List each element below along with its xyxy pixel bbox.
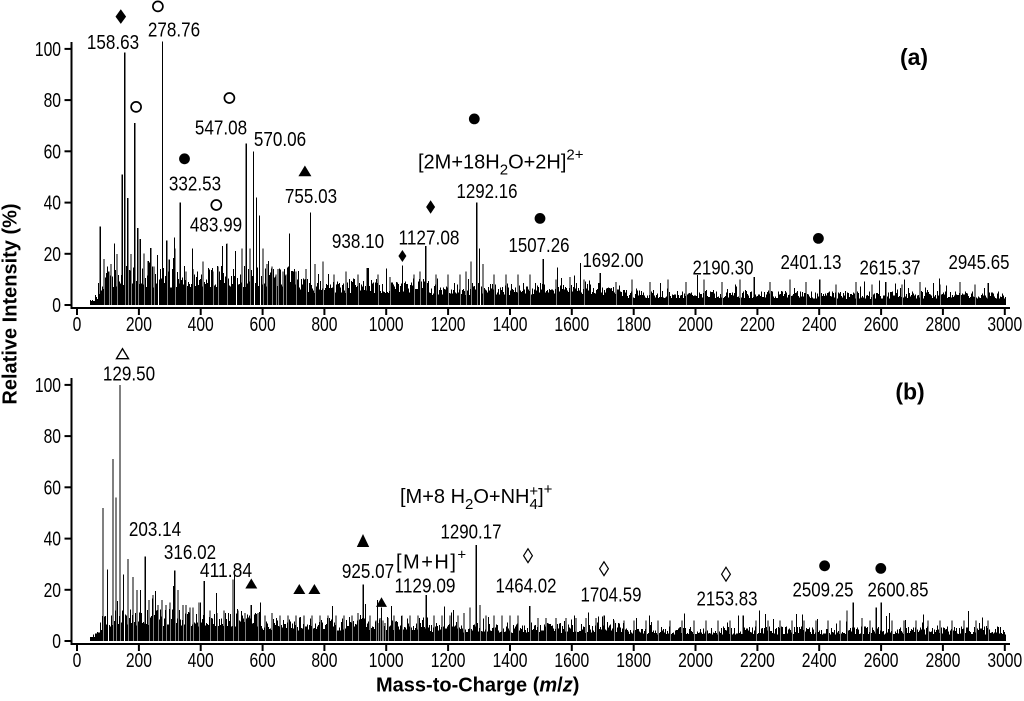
svg-text:2401.13: 2401.13 (781, 252, 842, 274)
svg-text:100: 100 (35, 375, 61, 397)
svg-text:100: 100 (35, 39, 61, 61)
svg-text:2000: 2000 (678, 314, 713, 336)
svg-text:278.76: 278.76 (148, 20, 200, 42)
svg-text:1200: 1200 (431, 650, 466, 672)
svg-text:203.14: 203.14 (129, 519, 181, 541)
svg-text:2800: 2800 (926, 314, 961, 336)
svg-text:570.06: 570.06 (254, 129, 306, 151)
svg-text:3000: 3000 (987, 314, 1022, 336)
svg-text:1464.02: 1464.02 (496, 576, 557, 598)
svg-text:1400: 1400 (493, 650, 528, 672)
svg-text:1127.08: 1127.08 (399, 228, 460, 250)
svg-text:3000: 3000 (987, 650, 1022, 672)
svg-text:800: 800 (311, 314, 337, 336)
svg-text:80: 80 (44, 426, 61, 448)
svg-text:2400: 2400 (802, 650, 837, 672)
svg-text:1600: 1600 (554, 314, 589, 336)
svg-text:1704.59: 1704.59 (581, 585, 642, 607)
svg-text:(a): (a) (900, 44, 928, 70)
svg-text:158.63: 158.63 (87, 32, 139, 54)
svg-text:1290.17: 1290.17 (441, 522, 502, 544)
svg-text:600: 600 (250, 650, 276, 672)
svg-text:1692.00: 1692.00 (583, 250, 644, 272)
svg-text:200: 200 (126, 650, 152, 672)
svg-text:0: 0 (73, 314, 82, 336)
svg-text:600: 600 (250, 314, 276, 336)
svg-text:400: 400 (188, 314, 214, 336)
svg-text:129.50: 129.50 (103, 364, 155, 386)
svg-text:925.07: 925.07 (342, 561, 394, 583)
svg-text:547.08: 547.08 (195, 118, 247, 140)
svg-text:1200: 1200 (431, 314, 466, 336)
svg-text:938.10: 938.10 (332, 231, 384, 253)
svg-text:2600.85: 2600.85 (868, 580, 929, 602)
svg-text:2800: 2800 (926, 650, 961, 672)
svg-text:1000: 1000 (369, 314, 404, 336)
svg-text:Mass-to-Charge (m/z): Mass-to-Charge (m/z) (376, 675, 579, 697)
svg-text:1129.09: 1129.09 (395, 576, 456, 598)
svg-text:332.53: 332.53 (169, 174, 221, 196)
svg-text:[M+8 H2O+NH4+]+: [M+8 H2O+NH4+]+ (400, 481, 553, 513)
svg-text:0: 0 (52, 631, 61, 653)
svg-text:1600: 1600 (554, 650, 589, 672)
svg-text:60: 60 (44, 141, 61, 163)
svg-text:2615.37: 2615.37 (860, 258, 921, 280)
svg-text:(b): (b) (895, 379, 924, 405)
svg-text:2509.25: 2509.25 (793, 580, 854, 602)
svg-text:1000: 1000 (369, 650, 404, 672)
svg-text:800: 800 (311, 650, 337, 672)
svg-text:1800: 1800 (616, 314, 651, 336)
svg-text:60: 60 (44, 477, 61, 499)
svg-text:0: 0 (52, 295, 61, 317)
svg-text:2945.65: 2945.65 (949, 252, 1010, 274)
svg-text:316.02: 316.02 (164, 542, 216, 564)
svg-text:40: 40 (44, 529, 61, 551)
svg-text:2200: 2200 (740, 650, 775, 672)
svg-text:2000: 2000 (678, 650, 713, 672)
svg-text:20: 20 (44, 244, 61, 266)
svg-text:2600: 2600 (864, 650, 899, 672)
svg-text:[M+H]+: [M+H]+ (396, 547, 468, 574)
svg-text:1400: 1400 (493, 314, 528, 336)
svg-text:755.03: 755.03 (285, 186, 337, 208)
svg-text:80: 80 (44, 90, 61, 112)
svg-text:400: 400 (188, 650, 214, 672)
svg-text:2153.83: 2153.83 (697, 589, 758, 611)
svg-text:2200: 2200 (740, 314, 775, 336)
svg-text:483.99: 483.99 (190, 215, 242, 237)
svg-text:0: 0 (73, 650, 82, 672)
svg-text:2190.30: 2190.30 (693, 258, 754, 280)
svg-text:Relative Intensity (%): Relative Intensity (%) (0, 203, 22, 404)
svg-text:1507.26: 1507.26 (509, 235, 570, 257)
svg-text:20: 20 (44, 580, 61, 602)
svg-text:411.84: 411.84 (200, 560, 252, 582)
svg-text:2600: 2600 (864, 314, 899, 336)
svg-text:2400: 2400 (802, 314, 837, 336)
svg-text:200: 200 (126, 314, 152, 336)
svg-text:1800: 1800 (616, 650, 651, 672)
svg-text:40: 40 (44, 193, 61, 215)
svg-text:1292.16: 1292.16 (457, 181, 518, 203)
